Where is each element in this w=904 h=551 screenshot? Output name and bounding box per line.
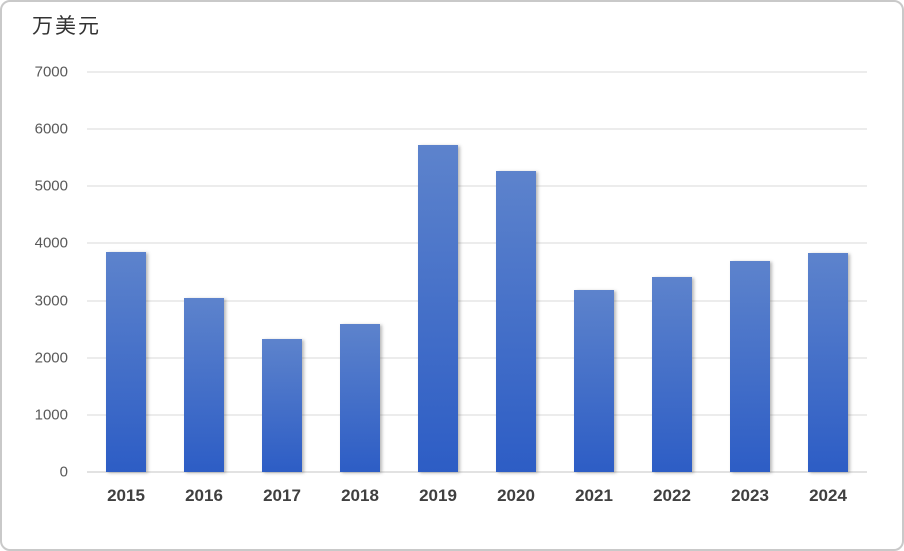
bar-slot-2023 bbox=[711, 72, 789, 472]
bar-slot-2017 bbox=[243, 72, 321, 472]
x-tick-label-2019: 2019 bbox=[419, 486, 457, 505]
bar-slot-2024 bbox=[789, 72, 867, 472]
x-tick-label-2018: 2018 bbox=[341, 486, 379, 505]
bar-slot-2019 bbox=[399, 72, 477, 472]
bar-2024 bbox=[808, 253, 848, 472]
gridline-0 bbox=[87, 471, 867, 473]
y-axis-unit-label: 万美元 bbox=[32, 15, 101, 38]
bar-2020 bbox=[496, 170, 536, 472]
gridline-3000 bbox=[87, 300, 867, 302]
bar-series bbox=[87, 72, 867, 472]
bar-slot-2020 bbox=[477, 72, 555, 472]
bar-2017 bbox=[262, 338, 302, 472]
bar-2018 bbox=[340, 324, 380, 472]
y-tick-label-5000: 5000 bbox=[34, 177, 68, 195]
gridline-1000 bbox=[87, 414, 867, 416]
bar-slot-2021 bbox=[555, 72, 633, 472]
plot-area bbox=[87, 71, 867, 473]
bar-2023 bbox=[730, 261, 770, 472]
x-tick-label-2015: 2015 bbox=[107, 486, 145, 505]
y-tick-label-2000: 2000 bbox=[34, 349, 68, 367]
x-tick-label-2016: 2016 bbox=[185, 486, 223, 505]
x-tick-label-2017: 2017 bbox=[263, 486, 301, 505]
x-tick-label-2021: 2021 bbox=[575, 486, 613, 505]
x-tick-label-2024: 2024 bbox=[809, 486, 847, 505]
gridline-7000 bbox=[87, 71, 867, 73]
bar-slot-2018 bbox=[321, 72, 399, 472]
y-tick-label-6000: 6000 bbox=[34, 120, 68, 138]
bar-2021 bbox=[574, 290, 614, 472]
bar-slot-2015 bbox=[87, 72, 165, 472]
gridline-5000 bbox=[87, 185, 867, 187]
bar-slot-2022 bbox=[633, 72, 711, 472]
y-tick-label-7000: 7000 bbox=[34, 63, 68, 81]
gridline-6000 bbox=[87, 128, 867, 130]
y-tick-label-3000: 3000 bbox=[34, 292, 68, 310]
x-tick-label-2020: 2020 bbox=[497, 486, 535, 505]
y-tick-label-1000: 1000 bbox=[34, 406, 68, 424]
bar-2016 bbox=[184, 298, 224, 472]
x-tick-label-2023: 2023 bbox=[731, 486, 769, 505]
y-tick-label-4000: 4000 bbox=[34, 234, 68, 252]
x-axis-tick-labels: 2015 2016 2017 2018 2019 2020 2021 2022 2023 2024 bbox=[87, 486, 867, 512]
x-tick-label-2022: 2022 bbox=[653, 486, 691, 505]
gridline-4000 bbox=[87, 242, 867, 244]
gridline-2000 bbox=[87, 357, 867, 359]
bar-2015 bbox=[106, 252, 146, 472]
bar-2022 bbox=[652, 276, 692, 472]
bar-2019 bbox=[418, 144, 458, 472]
y-tick-label-0: 0 bbox=[59, 463, 68, 481]
bar-slot-2016 bbox=[165, 72, 243, 472]
y-axis-tick-labels: 0 1000 2000 3000 4000 5000 6000 7000 bbox=[2, 64, 68, 481]
